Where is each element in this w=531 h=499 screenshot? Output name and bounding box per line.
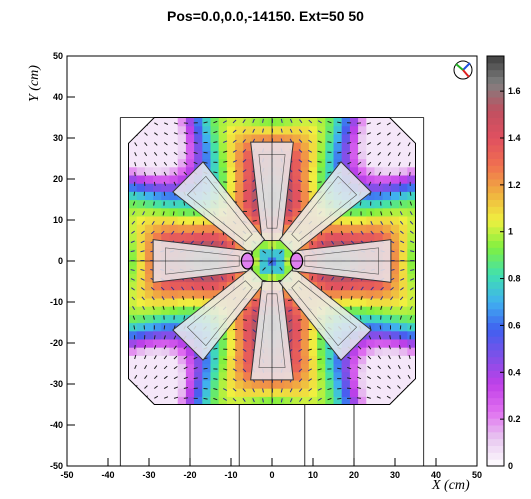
x-tick-label: 20 [349,470,359,480]
y-tick-label: -30 [50,379,63,389]
magnet-coil[interactable] [172,267,266,361]
octagon-boundary [128,117,416,405]
colorbar-tick-label: 0.4 [508,367,521,377]
x-tick-label: -40 [101,470,114,480]
magnet-coil[interactable] [278,161,372,255]
colorbar-tick-label: 0.8 [508,274,521,284]
y-tick-label: 0 [58,256,63,266]
colorbar-tick-label: 1.2 [508,180,521,190]
y-tick-label: 20 [53,174,63,184]
x-tick-label: 50 [472,470,482,480]
y-tick-label: -10 [50,297,63,307]
x-tick-label: 40 [431,470,441,480]
colorbar-tick-label: 1.6 [508,86,521,96]
y-tick-label: 40 [53,92,63,102]
y-axis-label: Y (cm) [27,65,42,102]
x-tick-label: -20 [183,470,196,480]
y-tick-label: -20 [50,338,63,348]
x-tick-label: -50 [60,470,73,480]
y-tick-label: 10 [53,215,63,225]
x-tick-label: -30 [142,470,155,480]
magnet-coil[interactable] [172,161,266,255]
colorbar-tick-label: 0 [508,461,513,471]
x-tick-label: 0 [269,470,274,480]
magnet-coil[interactable] [278,267,372,361]
colorbar-tick-label: 1.4 [508,133,521,143]
x-tick-label: 10 [308,470,318,480]
chart-title: Pos=0.0,0.0,-14150. Ext=50 50 [167,8,364,24]
y-tick-label: 50 [53,51,63,61]
colorbar-tick-label: 1 [508,227,513,237]
x-axis-label: X (cm) [431,478,470,493]
x-tick-label: 30 [390,470,400,480]
xyz-axes-icon[interactable] [453,60,473,80]
colorbar [486,55,505,467]
y-tick-label: -50 [50,461,63,471]
colorbar-tick-label: 0.2 [508,414,521,424]
colorbar-tick-label: 0.6 [508,320,521,330]
y-tick-label: 30 [53,133,63,143]
y-tick-label: -40 [50,420,63,430]
x-tick-label: -10 [224,470,237,480]
